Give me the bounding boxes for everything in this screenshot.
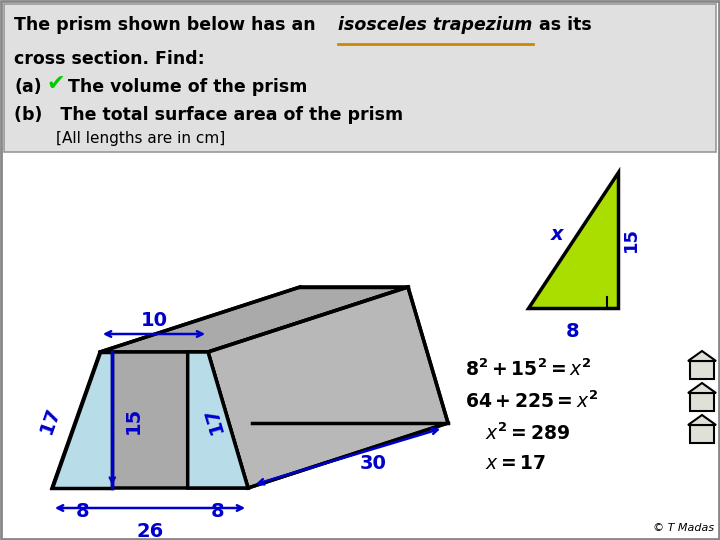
- Text: 8: 8: [211, 502, 225, 521]
- Polygon shape: [688, 415, 716, 425]
- Text: $\mathbf{\mathit{x}^2 = 289}$: $\mathbf{\mathit{x}^2 = 289}$: [485, 422, 570, 443]
- Text: $\mathbf{\mathit{x} = 17}$: $\mathbf{\mathit{x} = 17}$: [485, 454, 546, 473]
- Polygon shape: [100, 287, 408, 352]
- Text: 15: 15: [125, 407, 143, 434]
- Text: cross section. Find:: cross section. Find:: [14, 50, 204, 68]
- Text: © T Madas: © T Madas: [653, 523, 714, 533]
- Text: 8: 8: [76, 502, 89, 521]
- Text: The volume of the prism: The volume of the prism: [68, 78, 307, 96]
- Text: 26: 26: [136, 522, 163, 540]
- Text: [All lengths are in cm]: [All lengths are in cm]: [56, 131, 225, 146]
- Text: 17: 17: [37, 404, 63, 436]
- Polygon shape: [188, 352, 248, 488]
- Text: as its: as its: [533, 16, 592, 34]
- Text: isosceles trapezium: isosceles trapezium: [338, 16, 532, 34]
- Text: The prism shown below has an: The prism shown below has an: [14, 16, 322, 34]
- FancyBboxPatch shape: [690, 361, 714, 379]
- Text: 8: 8: [566, 322, 580, 341]
- FancyBboxPatch shape: [690, 393, 714, 411]
- Text: 30: 30: [360, 454, 387, 473]
- Polygon shape: [52, 352, 112, 488]
- Polygon shape: [688, 351, 716, 361]
- Text: $\mathbf{8^2 + 15^2 = \mathit{x}^2}$: $\mathbf{8^2 + 15^2 = \mathit{x}^2}$: [465, 358, 592, 380]
- Text: (b)   The total surface area of the prism: (b) The total surface area of the prism: [14, 106, 403, 124]
- FancyBboxPatch shape: [4, 4, 716, 152]
- Polygon shape: [52, 352, 248, 488]
- Text: 10: 10: [140, 311, 168, 330]
- Text: (a): (a): [14, 78, 42, 96]
- Text: 15: 15: [622, 227, 640, 253]
- Polygon shape: [688, 383, 716, 393]
- Polygon shape: [528, 172, 618, 308]
- Text: 17: 17: [201, 404, 227, 436]
- FancyBboxPatch shape: [690, 425, 714, 443]
- Text: x: x: [550, 226, 563, 245]
- Text: $\mathbf{64 + 225 = \mathit{x}^2}$: $\mathbf{64 + 225 = \mathit{x}^2}$: [465, 390, 598, 411]
- Polygon shape: [208, 287, 448, 488]
- Text: ✔: ✔: [46, 74, 65, 94]
